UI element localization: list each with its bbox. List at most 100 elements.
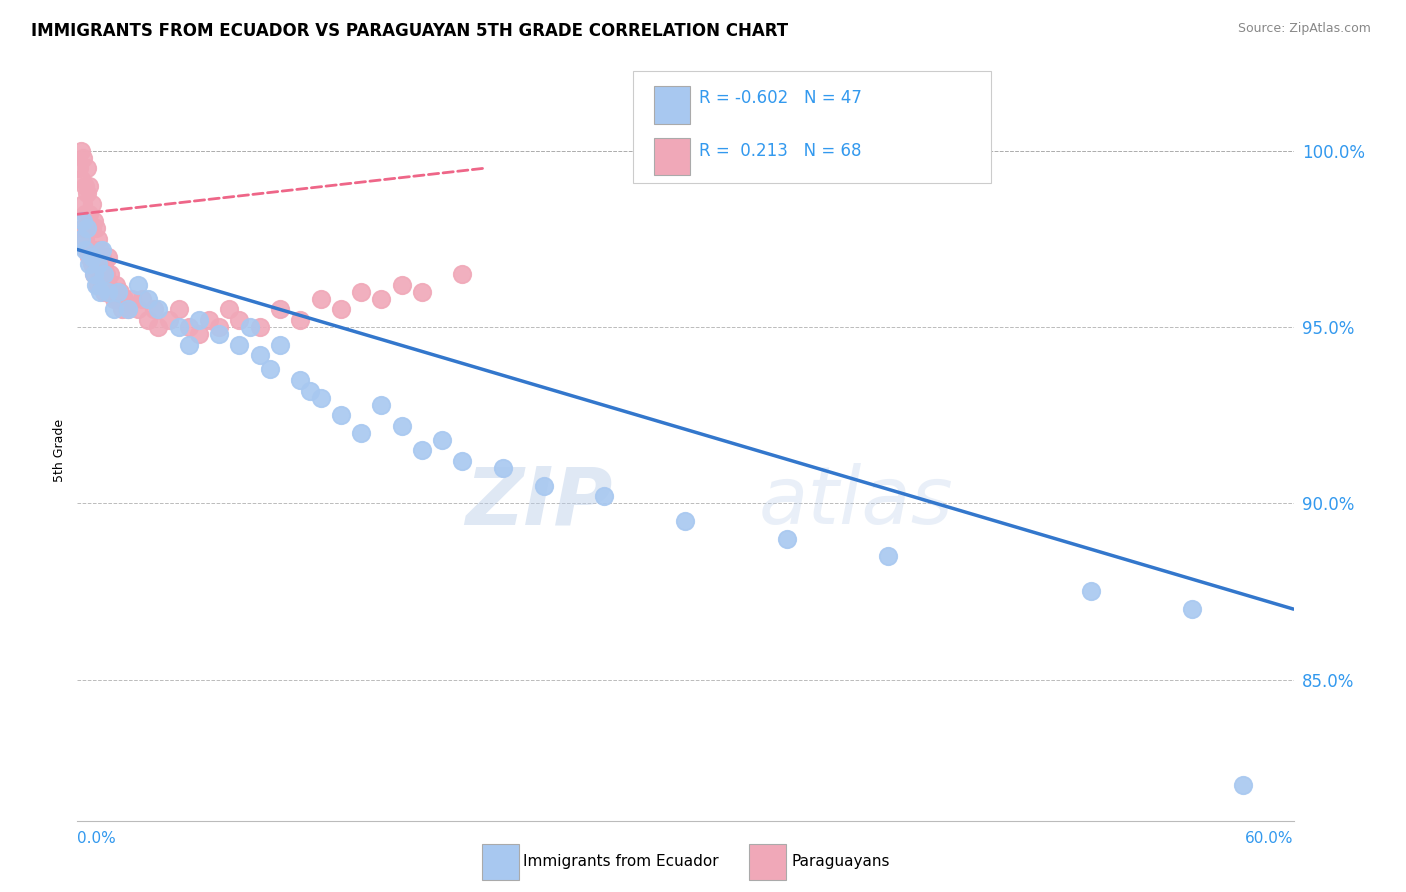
Point <box>329 302 352 317</box>
Point <box>75 232 97 246</box>
Point <box>83 214 105 228</box>
Point <box>90 250 112 264</box>
Point <box>309 292 332 306</box>
Point <box>127 302 149 317</box>
Point <box>90 243 112 257</box>
Point <box>188 313 211 327</box>
Point <box>177 337 200 351</box>
Point <box>167 320 190 334</box>
Point <box>86 257 108 271</box>
Point <box>80 250 103 264</box>
Point <box>72 214 94 228</box>
Point <box>76 161 98 176</box>
Point <box>93 267 115 281</box>
Point <box>167 302 190 317</box>
Point <box>84 221 107 235</box>
Point <box>90 277 112 292</box>
Point <box>117 302 139 317</box>
Point <box>70 144 93 158</box>
Point <box>75 207 97 221</box>
Point <box>80 221 103 235</box>
Text: Source: ZipAtlas.com: Source: ZipAtlas.com <box>1237 22 1371 36</box>
Point <box>188 327 211 342</box>
Point <box>70 232 93 246</box>
Point <box>228 337 250 351</box>
Point <box>776 532 799 546</box>
Point <box>208 320 231 334</box>
Point <box>83 243 105 257</box>
Point <box>97 285 120 299</box>
Point <box>76 186 98 200</box>
Y-axis label: 5th Grade: 5th Grade <box>53 419 66 482</box>
Point <box>93 285 115 299</box>
Point <box>72 151 94 165</box>
Point <box>103 292 125 306</box>
Point <box>157 313 180 327</box>
Point <box>290 313 312 327</box>
Point <box>370 292 392 306</box>
Point <box>107 285 129 299</box>
Point <box>492 461 515 475</box>
Point <box>70 172 93 186</box>
Point <box>127 277 149 292</box>
Point <box>269 302 291 317</box>
Point <box>98 267 121 281</box>
Point <box>370 398 392 412</box>
Point <box>228 313 250 327</box>
Point <box>309 391 332 405</box>
Point <box>79 179 101 194</box>
Point <box>877 549 900 564</box>
Point <box>84 257 107 271</box>
Point <box>94 267 117 281</box>
Point <box>79 257 101 271</box>
Text: 60.0%: 60.0% <box>1246 831 1294 847</box>
Point <box>290 373 312 387</box>
Point <box>80 257 103 271</box>
Point <box>97 250 120 264</box>
Point <box>593 489 616 503</box>
Point <box>208 327 231 342</box>
Point <box>89 243 111 257</box>
Text: 0.0%: 0.0% <box>77 831 117 847</box>
Point <box>148 320 170 334</box>
Point <box>84 277 107 292</box>
Point <box>93 257 115 271</box>
Point <box>430 433 453 447</box>
Point <box>108 285 131 299</box>
Point <box>411 443 433 458</box>
Point <box>97 277 120 292</box>
Point <box>72 196 94 211</box>
Point <box>76 243 98 257</box>
Point <box>451 267 474 281</box>
Point <box>117 302 139 317</box>
Point <box>104 277 127 292</box>
Point <box>350 425 373 440</box>
Point <box>72 221 94 235</box>
Point <box>218 302 240 317</box>
Text: R = -0.602   N = 47: R = -0.602 N = 47 <box>699 89 862 107</box>
Text: Immigrants from Ecuador: Immigrants from Ecuador <box>523 855 718 869</box>
Point <box>148 302 170 317</box>
Point <box>76 221 98 235</box>
Point <box>177 320 200 334</box>
Point <box>198 313 221 327</box>
Point <box>675 514 697 528</box>
Point <box>67 161 90 176</box>
Point <box>86 232 108 246</box>
Point <box>80 196 103 211</box>
Point <box>451 454 474 468</box>
Point <box>1080 584 1102 599</box>
Point <box>101 285 124 299</box>
Point <box>83 267 105 281</box>
Text: R =  0.213   N = 68: R = 0.213 N = 68 <box>699 142 862 160</box>
Text: ZIP: ZIP <box>465 463 613 541</box>
Point <box>391 277 413 292</box>
Text: Paraguayans: Paraguayans <box>792 855 890 869</box>
Point <box>1232 778 1254 792</box>
Point <box>533 479 555 493</box>
Point <box>83 267 105 281</box>
Point <box>89 267 111 281</box>
Point <box>411 285 433 299</box>
Point <box>269 337 291 351</box>
Point <box>111 302 134 317</box>
